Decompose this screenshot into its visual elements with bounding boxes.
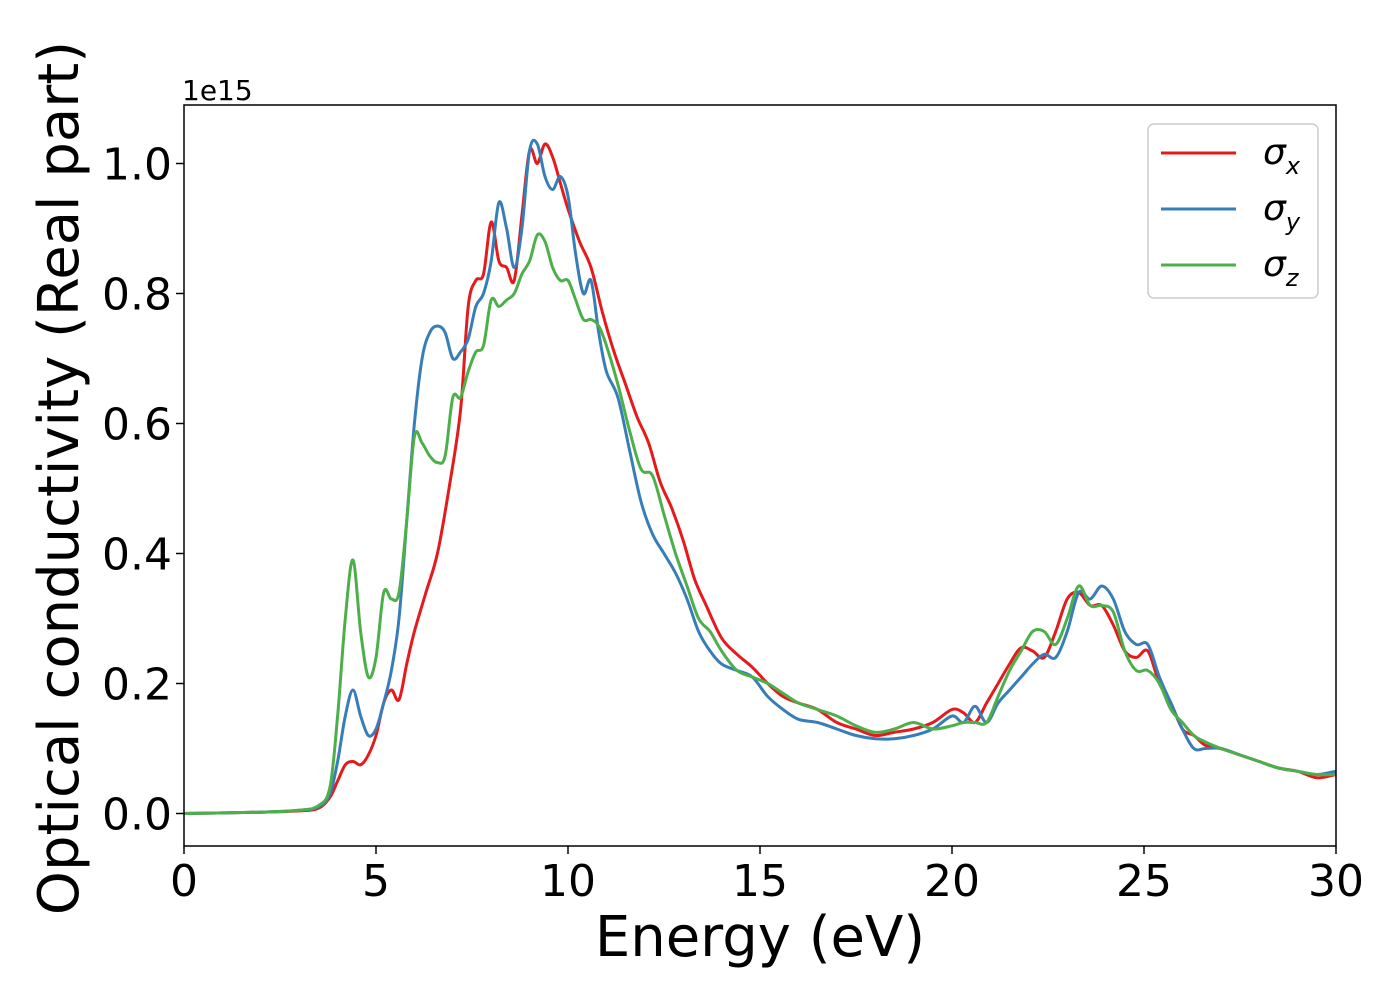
series-line-z	[183, 232, 1337, 815]
y-tick-label: 0.4	[102, 530, 172, 581]
x-tick-label: 10	[540, 856, 596, 907]
y-axis-ticks: 0.0 0.2 0.4 0.6 0.8 1.0	[102, 140, 184, 841]
y-offset-label: 1e15	[182, 74, 253, 107]
x-axis-ticks: 0 5 10 15 20 25 30	[170, 846, 1364, 907]
y-axis-title: Optical conductivity (Real part)	[27, 41, 92, 915]
x-tick-label: 30	[1308, 856, 1364, 907]
series-line-x	[183, 142, 1337, 815]
x-tick-label: 0	[170, 856, 198, 907]
x-tick-label: 5	[362, 856, 390, 907]
x-tick-label: 20	[924, 856, 980, 907]
x-tick-label: 25	[1116, 856, 1172, 907]
y-tick-label: 0.6	[102, 400, 172, 451]
legend-box	[1147, 123, 1319, 299]
x-tick-label: 15	[732, 856, 788, 907]
series-line-y	[183, 138, 1337, 815]
y-tick-label: 0.8	[102, 270, 172, 321]
x-axis-title: Energy (eV)	[595, 905, 925, 970]
y-tick-label: 0.2	[102, 660, 172, 711]
y-tick-label: 1.0	[102, 140, 172, 191]
y-tick-label: 0.0	[102, 790, 172, 841]
series-layer	[183, 138, 1337, 815]
